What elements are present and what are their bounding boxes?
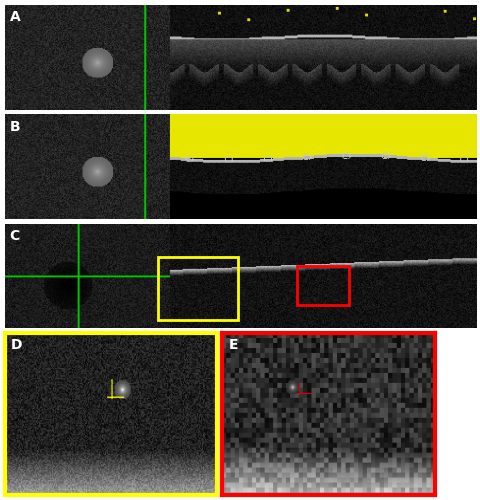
Text: D: D: [11, 338, 23, 352]
Text: E: E: [228, 338, 238, 352]
Bar: [297, 266, 348, 306]
Text: A: A: [10, 10, 20, 24]
Text: B: B: [10, 120, 20, 134]
Bar: [157, 258, 238, 320]
Text: C: C: [10, 229, 20, 243]
